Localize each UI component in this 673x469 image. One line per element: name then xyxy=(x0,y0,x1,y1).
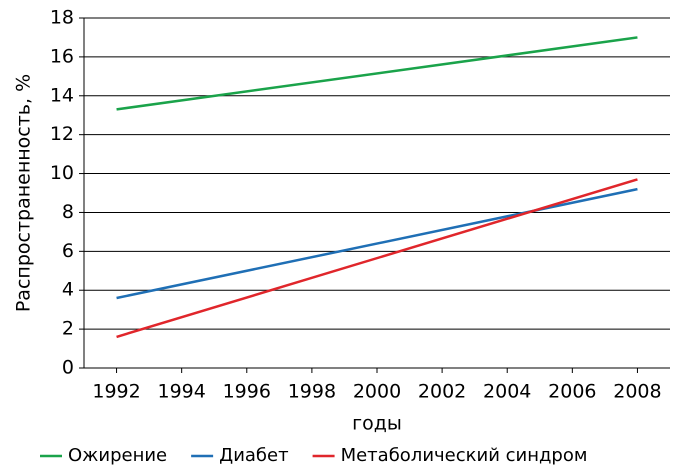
y-tick-label: 6 xyxy=(62,240,74,262)
x-tick-label: 1998 xyxy=(288,381,336,403)
y-tick-label: 4 xyxy=(62,279,74,301)
y-tick-label: 8 xyxy=(62,201,74,223)
x-tick-label: 1994 xyxy=(157,381,205,403)
line xyxy=(116,187,638,300)
y-axis-title: Распространенность, % xyxy=(13,74,35,312)
y-tick-label: 10 xyxy=(50,162,74,184)
x-tick-label: 2006 xyxy=(548,381,596,403)
y-tick-label: 16 xyxy=(50,45,74,67)
x-tick-label: 2008 xyxy=(613,381,661,403)
x-tick-label: 1992 xyxy=(92,381,140,403)
y-tick-label: 18 xyxy=(50,7,74,29)
y-tick-label: 0 xyxy=(62,357,74,379)
y-tick-label: 12 xyxy=(50,123,74,145)
legend-label: Диабет xyxy=(219,445,288,466)
line xyxy=(116,36,638,111)
x-tick-label: 2002 xyxy=(418,381,466,403)
x-axis-title: годы xyxy=(352,413,402,435)
y-tick-label: 2 xyxy=(62,318,74,340)
x-tick-label: 1996 xyxy=(223,381,271,403)
x-tick-label: 2004 xyxy=(483,381,531,403)
y-tick-label: 14 xyxy=(50,84,74,106)
legend-label: Метаболический синдром xyxy=(341,445,588,466)
x-tick-label: 2000 xyxy=(353,381,401,403)
line xyxy=(116,178,638,339)
legend-label: Ожирение xyxy=(68,445,167,466)
